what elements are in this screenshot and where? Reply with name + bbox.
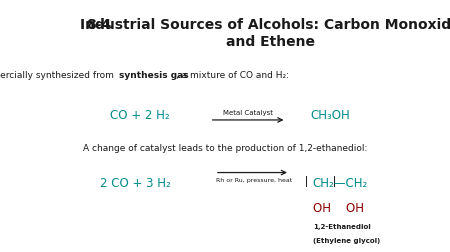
Text: CH₂—CH₂: CH₂—CH₂	[313, 176, 368, 189]
Text: Industrial Sources of Alcohols: Carbon Monoxide
and Ethene: Industrial Sources of Alcohols: Carbon M…	[80, 18, 450, 49]
Text: , a mixture of CO and H₂:: , a mixture of CO and H₂:	[176, 71, 288, 80]
Text: CO + 2 H₂: CO + 2 H₂	[110, 108, 169, 121]
Text: synthesis gas: synthesis gas	[119, 71, 189, 80]
Text: Metal Catalyst: Metal Catalyst	[222, 110, 273, 116]
Text: 8-4: 8-4	[86, 18, 112, 32]
Text: Methanol is commercially synthesized from: Methanol is commercially synthesized fro…	[0, 71, 117, 80]
Text: (Ethylene glycol): (Ethylene glycol)	[313, 237, 380, 243]
Text: Rh or Ru, pressure, heat: Rh or Ru, pressure, heat	[216, 177, 292, 182]
Text: CH₃OH: CH₃OH	[310, 108, 350, 121]
Text: A change of catalyst leads to the production of 1,2-ethanediol:: A change of catalyst leads to the produc…	[83, 144, 367, 153]
Text: OH    OH: OH OH	[313, 202, 364, 214]
Text: 1,2-Ethanediol: 1,2-Ethanediol	[313, 223, 370, 229]
Text: 2 CO + 3 H₂: 2 CO + 3 H₂	[99, 176, 171, 189]
